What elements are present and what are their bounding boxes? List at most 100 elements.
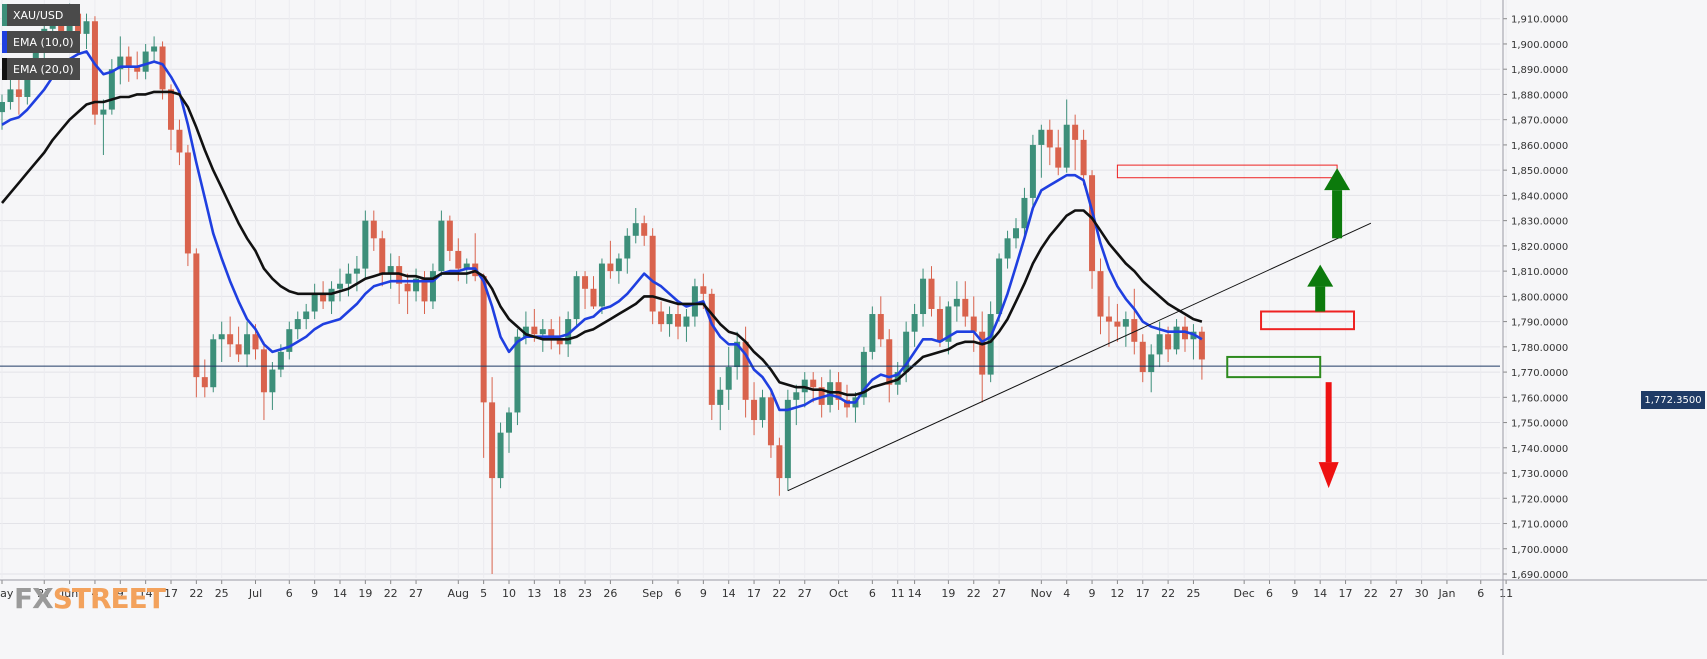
y-tick-label: 1,860.0000 [1511,141,1568,152]
candle-bull [1156,334,1163,355]
y-tick-label: 1,850.0000 [1511,166,1568,177]
legend-symbol-label: XAU/USD [13,8,64,22]
y-tick-label: 1,720.0000 [1511,494,1568,505]
candle-bear [184,152,191,254]
y-tick-label: 1,840.0000 [1511,191,1568,202]
candle-bull [277,351,284,370]
candle-bear [125,56,132,67]
x-tick-label: Aug [448,587,469,600]
trendline [787,222,1372,492]
up-arrow-small-shaft [1315,286,1326,312]
candle-bull [506,412,512,433]
y-tick-label: 1,710.0000 [1511,520,1568,531]
x-tick-label: 22 [1161,587,1175,600]
x-tick-label: 4 [91,587,98,600]
candle-bull [387,266,394,274]
legend-ema20[interactable]: EMA (20,0) [2,58,80,80]
x-tick-label: 18 [553,587,567,600]
x-tick-label: 22 [772,587,786,600]
candle-bear [962,298,969,317]
candle-bull [429,271,436,302]
candle-bear [480,276,487,403]
up-arrow-large-head [1324,168,1351,191]
candle-bear [1139,341,1146,373]
candle-bear [649,235,656,312]
candle-bear [1072,124,1079,140]
candle-bull [1013,228,1019,239]
y-tick-label: 1,690.0000 [1511,570,1568,581]
y-tick-label: 1,700.0000 [1511,545,1568,556]
y-tick-label: 1,820.0000 [1511,242,1568,253]
candle-bear [235,344,242,355]
candle-bear [776,445,783,479]
legend-ema10-label: EMA (10,0) [13,35,74,49]
grid-lines [0,0,1500,578]
x-tick-label: 9 [1089,587,1096,600]
y-tick-label: 1,910.0000 [1511,15,1568,26]
resistance-zone [1260,310,1356,331]
candle-bull [1148,354,1155,373]
x-tick-label: 9 [311,587,318,600]
legend-symbol[interactable]: XAU/USD [2,4,80,26]
candle-bull [497,432,504,479]
candle-bear [1105,316,1112,322]
x-tick-label: 14 [908,587,922,600]
candle-bull [920,278,927,315]
y-tick-label: 1,900.0000 [1511,40,1568,51]
x-tick-label: May [0,587,14,600]
candle-bear [1097,271,1104,317]
candle-bull [218,334,225,340]
candle-bull [83,21,90,34]
ema-lines [1,50,1203,412]
candle-bear [582,276,589,289]
candle-bear [15,89,22,97]
candle-bear [1131,319,1138,342]
candle-bull [632,223,639,236]
candle-bull [683,316,690,327]
x-tick-label: 6 [675,587,682,600]
candle-bear [260,349,267,393]
x-tick-label: 12 [1110,587,1124,600]
x-tick-label: 30 [1415,587,1429,600]
candle-bear [886,339,893,385]
legend-ema10[interactable]: EMA (10,0) [2,31,80,53]
x-tick-label: 27 [37,587,51,600]
plot-background [0,0,1500,578]
candle-bull [413,278,420,292]
candle-bear [590,288,597,307]
candle-bear [548,329,555,340]
candle-bear [1114,321,1121,327]
candle-bear [1055,147,1062,168]
x-tick-label: 13 [527,587,541,600]
candle-bull [108,69,115,110]
x-tick-label: Nov [1031,587,1053,600]
candle-bear [742,341,749,400]
candle-bull [615,258,622,272]
y-tick-label: 1,780.0000 [1511,343,1568,354]
y-tick-label: 1,730.0000 [1511,469,1568,480]
candle-bear [979,331,986,375]
x-tick-label: Sep [642,587,663,600]
candle-bear [193,253,200,378]
x-tick-label: 6 [1266,587,1273,600]
x-tick-label: 27 [992,587,1006,600]
fxstreet-logo: FXSTREET [14,582,166,615]
candle-bear [227,334,234,345]
x-tick-label: 6 [286,587,293,600]
candle-bull [598,263,605,307]
candle-bull [911,314,918,332]
y-tick-label: 1,800.0000 [1511,292,1568,303]
candle-bear [1165,334,1172,350]
candle-bull [725,367,732,390]
candle-bull [244,334,251,355]
candle-bull [463,263,470,269]
candle-bull [573,276,580,320]
current-price-tag: 1,772.3500 [1641,391,1705,409]
annotations [0,164,1500,492]
candle-bull [117,56,124,70]
y-tick-label: 1,880.0000 [1511,90,1568,101]
candle-bull [7,89,14,103]
x-tick-label: 6 [1477,587,1484,600]
